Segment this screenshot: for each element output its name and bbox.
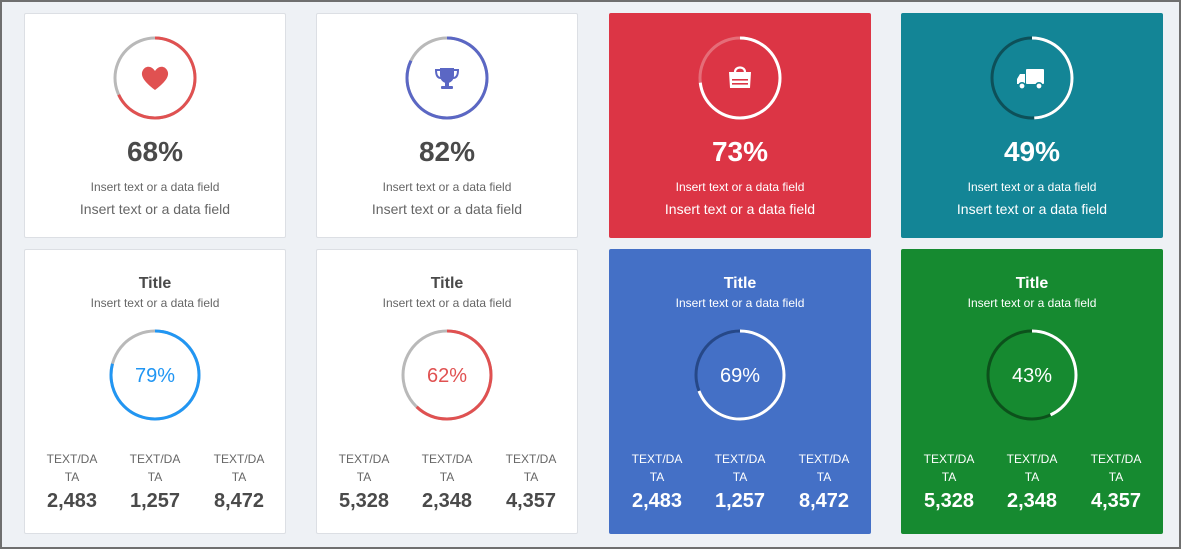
stat-value: 4,357 (505, 490, 557, 512)
card-subtitle: Insert text or a data field (382, 296, 512, 310)
stat-value: 1,257 (129, 490, 181, 512)
kpi-text-line-1: Insert text or a data field (382, 180, 512, 194)
stat-value: 4,357 (1090, 490, 1142, 512)
card-subtitle: Insert text or a data field (967, 296, 1097, 310)
progress-ring (109, 329, 201, 421)
stat-label: TEXT/DA TA (631, 452, 683, 484)
progress-ring (698, 36, 782, 120)
stat-label: TEXT/DA TA (714, 452, 766, 484)
trophy-icon (424, 55, 470, 101)
progress-ring (113, 36, 197, 120)
kpi-text-line-2: Insert text or a data field (956, 201, 1108, 217)
card-title: Title (1015, 275, 1049, 292)
progress-ring (401, 329, 493, 421)
kpi-text-line-1: Insert text or a data field (675, 180, 805, 194)
kpi-card-delivery: 49% Insert text or a data field Insert t… (901, 13, 1163, 238)
kpi-percent: 82% (418, 136, 476, 167)
stat-label: TEXT/DA TA (1006, 452, 1058, 484)
kpi-percent: 68% (126, 136, 184, 167)
stat-label: TEXT/DA TA (338, 452, 390, 484)
progress-ring (990, 36, 1074, 120)
kpi-text-line-1: Insert text or a data field (967, 180, 1097, 194)
stat-value: 2,348 (421, 490, 473, 512)
stat-card-4: Title Insert text or a data field 43% TE… (901, 249, 1163, 534)
card-title: Title (723, 275, 757, 292)
kpi-text-line-2: Insert text or a data field (371, 201, 523, 217)
stat-label: TEXT/DA TA (923, 452, 975, 484)
stat-label: TEXT/DA TA (213, 452, 265, 484)
kpi-card-trophy: 82% Insert text or a data field Insert t… (316, 13, 578, 238)
stat-value: 1,257 (714, 490, 766, 512)
stat-label: TEXT/DA TA (1090, 452, 1142, 484)
stat-value: 2,483 (46, 490, 98, 512)
heart-icon (132, 55, 178, 101)
stat-value: 8,472 (798, 490, 850, 512)
ring-percent: 43% (1011, 365, 1053, 387)
card-subtitle: Insert text or a data field (675, 296, 805, 310)
ring-percent: 69% (719, 365, 761, 387)
truck-icon (1009, 55, 1055, 101)
stat-value: 5,328 (923, 490, 975, 512)
kpi-text-line-2: Insert text or a data field (79, 201, 231, 217)
progress-ring (405, 36, 489, 120)
stat-label: TEXT/DA TA (505, 452, 557, 484)
kpi-card-heart: 68% Insert text or a data field Insert t… (24, 13, 286, 238)
kpi-card-shopping: 73% Insert text or a data field Insert t… (609, 13, 871, 238)
card-title: Title (138, 275, 172, 292)
stat-value: 2,348 (1006, 490, 1058, 512)
stat-value: 8,472 (213, 490, 265, 512)
ring-percent: 62% (426, 365, 468, 387)
stat-value: 2,483 (631, 490, 683, 512)
kpi-percent: 73% (711, 136, 769, 167)
stat-label: TEXT/DA TA (421, 452, 473, 484)
ring-percent: 79% (134, 365, 176, 387)
stat-card-1: Title Insert text or a data field 79% TE… (24, 249, 286, 534)
kpi-percent: 49% (1003, 136, 1061, 167)
kpi-text-line-2: Insert text or a data field (664, 201, 816, 217)
stat-card-3: Title Insert text or a data field 69% TE… (609, 249, 871, 534)
card-subtitle: Insert text or a data field (90, 296, 220, 310)
progress-ring (986, 329, 1078, 421)
card-title: Title (430, 275, 464, 292)
kpi-text-line-1: Insert text or a data field (90, 180, 220, 194)
stat-label: TEXT/DA TA (129, 452, 181, 484)
stat-label: TEXT/DA TA (46, 452, 98, 484)
stat-label: TEXT/DA TA (798, 452, 850, 484)
stat-card-2: Title Insert text or a data field 62% TE… (316, 249, 578, 534)
stat-value: 5,328 (338, 490, 390, 512)
progress-ring (694, 329, 786, 421)
shopping-bag-icon (717, 55, 763, 101)
